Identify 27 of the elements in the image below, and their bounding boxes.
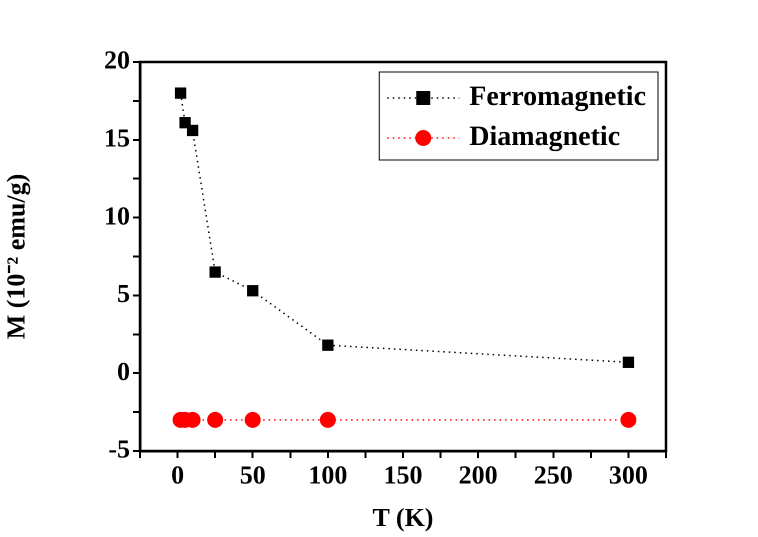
- x-tick-label: 250: [534, 460, 573, 490]
- point: [186, 124, 198, 136]
- x-tick-label: 150: [384, 460, 422, 490]
- point: [174, 87, 186, 99]
- x-axis-title: T (K): [372, 503, 434, 532]
- y-tick-label: -5: [108, 434, 130, 464]
- x-tick-label: 200: [458, 460, 498, 490]
- point: [209, 266, 221, 278]
- y-tick-label: 10: [104, 201, 130, 230]
- x-tick-label: 100: [308, 460, 348, 490]
- y-tick-label: 20: [104, 46, 130, 75]
- point: [322, 340, 334, 351]
- y-tick-label: 15: [104, 124, 130, 153]
- y-tick-label: 5: [117, 279, 130, 308]
- x-tick-label: 0: [171, 460, 184, 490]
- legend-label: Diamagnetic: [469, 121, 620, 152]
- x-tick-label: 300: [608, 460, 648, 490]
- legend-label: Ferromagnetic: [469, 81, 646, 112]
- y-tick-label: 0: [117, 356, 130, 386]
- y-axis-title: M (10⁻² emu/g): [1, 174, 30, 340]
- x-tick-label: 50: [240, 460, 266, 490]
- point: [622, 356, 634, 368]
- point: [320, 412, 336, 428]
- point: [244, 412, 261, 428]
- point: [247, 285, 258, 296]
- point: [620, 412, 636, 428]
- point: [207, 412, 224, 428]
